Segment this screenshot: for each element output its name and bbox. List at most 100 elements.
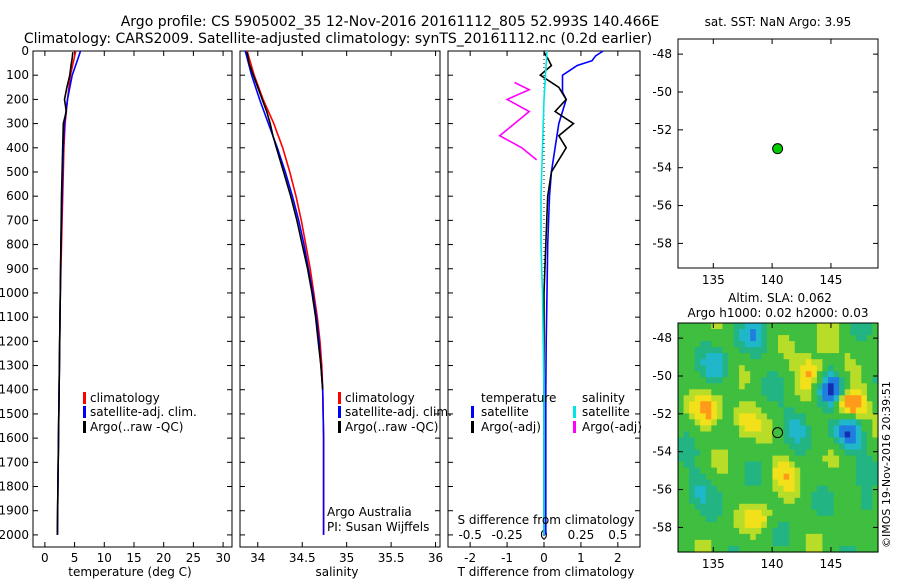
- sla-cell: [678, 539, 685, 547]
- sla-cell: [694, 479, 701, 487]
- sla-cell: [766, 401, 774, 408]
- sla-cell: [861, 437, 868, 445]
- x-tick-label: 10: [97, 551, 112, 565]
- sla-cell: [855, 527, 862, 535]
- sla-cell: [872, 353, 879, 360]
- sla-cell: [794, 431, 801, 439]
- sla-cell: [850, 329, 857, 336]
- altimetry-panel: 135 140 145 -48 -50 -52 -54 -56 -58: [652, 322, 879, 571]
- legend-label-sal-satellite: satellite: [582, 405, 630, 419]
- sla-cell: [828, 383, 835, 390]
- sla-cell: [750, 455, 757, 463]
- legend-header-temperature: temperature: [481, 391, 556, 405]
- sla-cell: [789, 383, 796, 390]
- sla-cell: [822, 491, 829, 499]
- sla-cell: [833, 359, 840, 366]
- sla-cell: [850, 377, 857, 384]
- legend-swatch-sal-argo: [573, 421, 576, 433]
- sla-cell: [811, 353, 818, 360]
- sla-cell: [711, 419, 718, 426]
- sla-cell: [678, 455, 685, 463]
- sla-cell: [816, 371, 824, 378]
- sla-cell: [678, 431, 685, 439]
- sla-cell: [783, 437, 790, 445]
- sla-cell: [822, 546, 829, 553]
- top-tick-label: 0.25: [568, 528, 595, 542]
- sla-cell: [689, 521, 696, 529]
- x-tick-label: 135: [702, 557, 725, 571]
- sla-cell: [789, 377, 796, 384]
- sla-cell: [833, 407, 840, 414]
- sla-cell: [844, 371, 851, 378]
- sla-cell: [711, 479, 718, 487]
- sla-cell: [700, 419, 707, 426]
- sla-cell: [850, 383, 857, 390]
- sla-cell: [805, 521, 812, 529]
- sla-cell: [766, 521, 774, 529]
- sla-cell: [794, 383, 801, 390]
- sla-cell: [705, 323, 712, 330]
- y-tick-label: 800: [6, 238, 29, 252]
- y-tick-label: 1000: [0, 286, 29, 300]
- legend-label-argo: Argo(..raw -QC): [345, 420, 438, 434]
- sla-cell: [755, 431, 762, 439]
- sla-cell: [778, 437, 785, 445]
- sla-cell: [716, 449, 724, 457]
- sla-cell: [750, 341, 757, 348]
- sla-cell: [722, 503, 729, 511]
- sla-cell: [683, 515, 690, 523]
- sla-cell: [700, 461, 707, 469]
- sla-cell: [722, 401, 729, 408]
- sla-cell: [866, 527, 874, 535]
- sla-cell: [844, 527, 851, 535]
- sla-cell: [855, 365, 862, 372]
- sla-cell: [839, 371, 846, 378]
- sla-cell: [861, 443, 868, 451]
- x-tick-label: 35: [339, 551, 354, 565]
- sla-cell: [839, 413, 846, 420]
- sla-cell: [794, 515, 801, 523]
- sla-cell: [833, 323, 840, 330]
- sla-cell: [778, 383, 785, 390]
- sla-cell: [722, 443, 729, 451]
- sla-cell: [872, 491, 879, 499]
- sla-cell: [811, 443, 818, 451]
- sla-cell: [811, 341, 818, 348]
- sla-cell: [750, 359, 757, 366]
- sla-cell: [805, 323, 812, 330]
- sla-cell: [783, 323, 790, 330]
- sla-cell: [722, 539, 729, 547]
- sla-cell: [783, 377, 790, 384]
- sla-cell: [744, 335, 751, 342]
- sla-cell: [778, 353, 785, 360]
- sla-cell: [772, 341, 779, 348]
- sla-cell: [750, 377, 757, 384]
- sla-cell: [783, 546, 790, 553]
- sla-cell: [683, 323, 690, 330]
- sla-cell: [844, 491, 851, 499]
- sla-cell: [772, 521, 779, 529]
- sla-cell: [711, 485, 718, 493]
- sla-cell: [850, 437, 857, 445]
- sla-cell: [728, 365, 735, 372]
- sla-cell: [750, 503, 757, 511]
- y-tick-label: -48: [652, 331, 672, 345]
- sla-cell: [861, 419, 868, 426]
- sla-cell: [744, 377, 751, 384]
- sla-cell: [778, 515, 785, 523]
- sla-cell: [828, 503, 835, 511]
- sla-cell: [694, 497, 701, 505]
- sla-cell: [744, 323, 751, 330]
- sla-cell: [683, 539, 690, 547]
- sla-cell: [783, 353, 790, 360]
- sla-cell: [828, 509, 835, 517]
- sla-cell: [733, 491, 740, 499]
- legend-swatch-climatology: [338, 392, 341, 404]
- sla-cell: [800, 329, 807, 336]
- x-tick-label: 0: [41, 551, 49, 565]
- sla-cell: [828, 437, 835, 445]
- x-tick-label: 35.5: [378, 551, 405, 565]
- sla-cell: [700, 467, 707, 475]
- sla-cell: [733, 509, 740, 517]
- sla-cell: [766, 539, 774, 547]
